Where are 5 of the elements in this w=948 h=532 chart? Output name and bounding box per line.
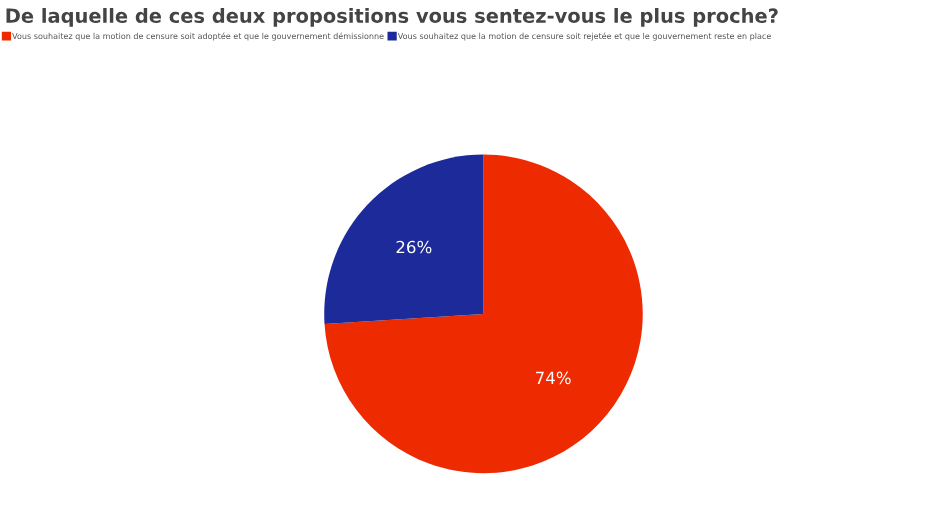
pie-slice bbox=[324, 154, 643, 474]
pie-slice bbox=[324, 154, 484, 324]
data-label: 74% bbox=[535, 371, 571, 385]
chart-title: De laquelle de ces deux propositions vous sentez-vous le plus proche? bbox=[6, 7, 778, 27]
data-label: 26% bbox=[396, 240, 432, 254]
